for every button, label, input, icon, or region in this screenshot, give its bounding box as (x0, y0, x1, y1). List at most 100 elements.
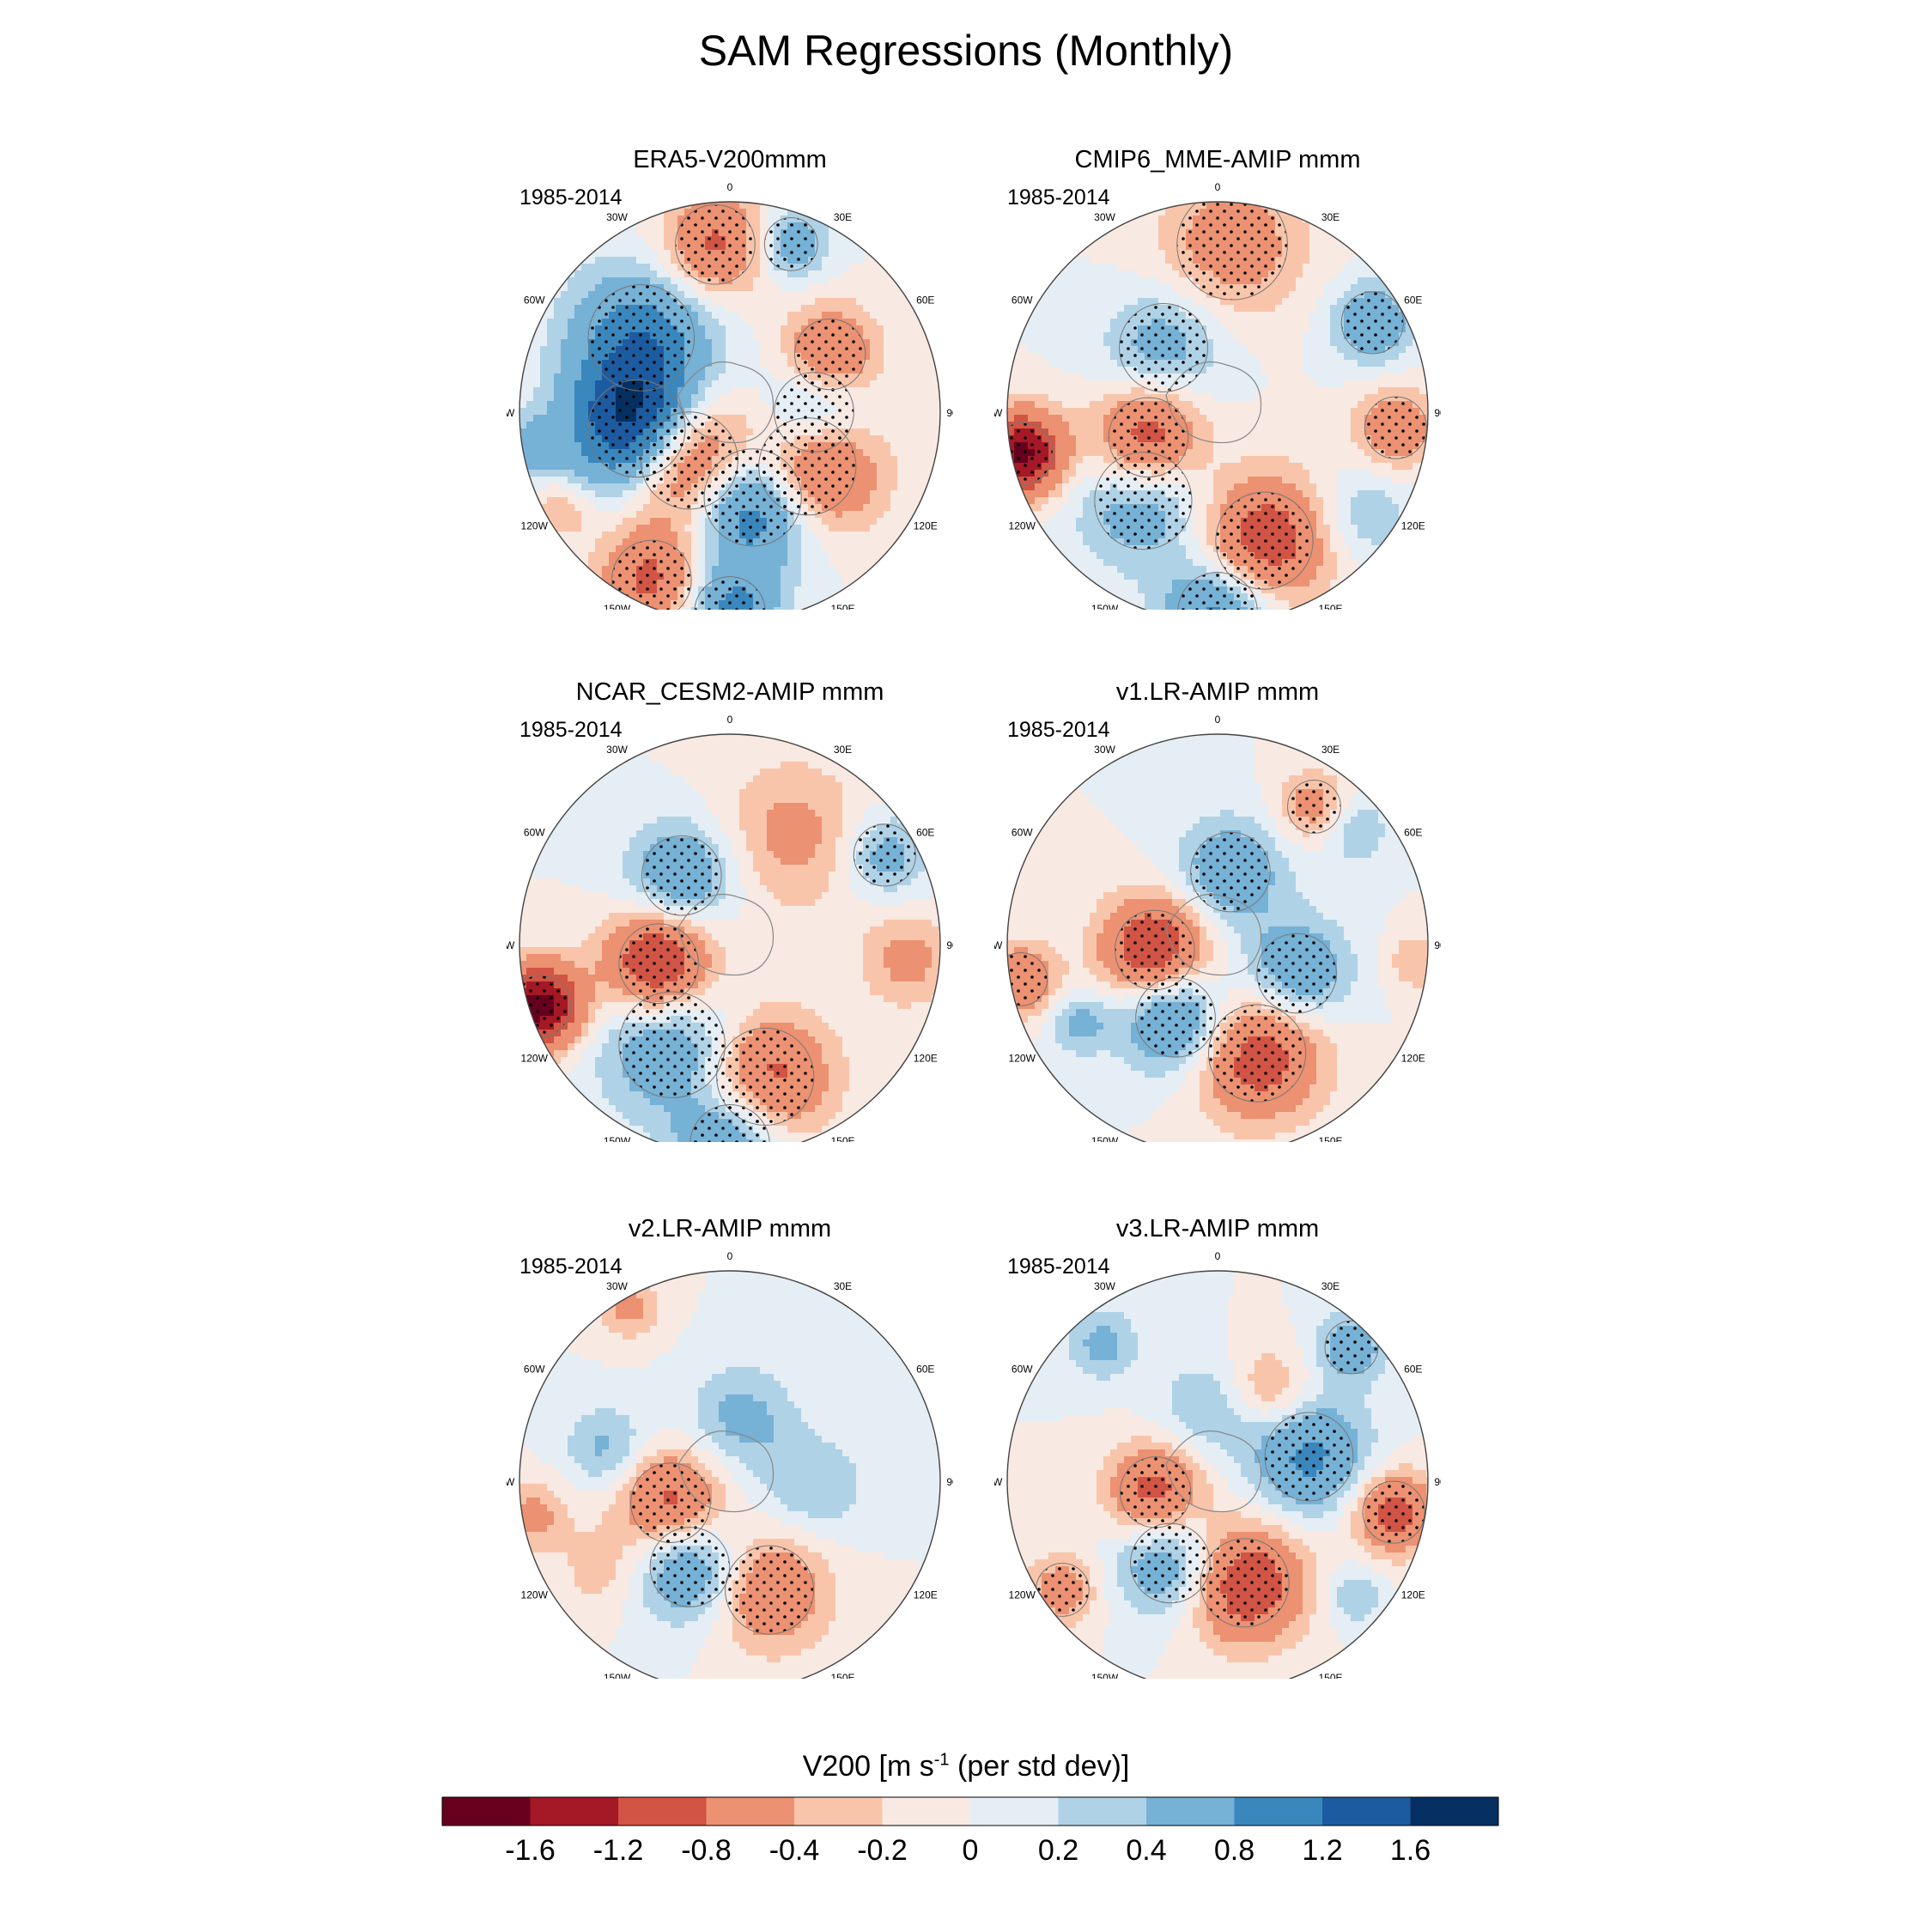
field-cell (1097, 394, 1104, 402)
field-cell (526, 415, 534, 422)
field-cell (1076, 422, 1084, 429)
field-cell (574, 346, 582, 354)
field-cell (547, 456, 555, 464)
field-cell (712, 401, 720, 409)
field-cell (870, 456, 878, 464)
field-cell (588, 387, 596, 395)
field-cell (1309, 332, 1317, 340)
field-cell (1090, 360, 1097, 368)
field-cell (890, 532, 898, 539)
field-cell (884, 490, 891, 498)
field-cell (1296, 305, 1303, 313)
field-cell (561, 456, 568, 464)
field-cell (671, 270, 678, 278)
field-cell (1028, 325, 1036, 333)
field-cell (629, 518, 637, 526)
field-cell (884, 277, 891, 285)
field-cell (1097, 401, 1104, 409)
field-cell (925, 346, 933, 354)
field-cell (588, 277, 596, 285)
field-cell (1117, 319, 1125, 326)
field-cell (911, 408, 919, 416)
field-cell (753, 209, 761, 216)
field-cell (1399, 346, 1406, 354)
field-cell (1351, 394, 1358, 402)
field-cell (698, 511, 706, 519)
field-cell (1406, 312, 1413, 319)
field-cell (1007, 380, 1015, 388)
field-cell (664, 229, 671, 237)
field-cell (1289, 435, 1297, 443)
field-cell (1282, 264, 1290, 271)
field-cell (890, 490, 898, 498)
field-cell (1261, 380, 1269, 388)
field-cell (1323, 332, 1331, 340)
field-cell (1097, 367, 1104, 374)
field-cell (561, 422, 568, 429)
field-cell (1213, 415, 1221, 422)
field-cell (1103, 250, 1111, 258)
field-cell (609, 518, 617, 526)
field-cell (1248, 360, 1255, 368)
figure-title: SAM Regressions (Monthly) (698, 27, 1234, 75)
field-cell (1103, 284, 1111, 292)
field-cell (1227, 422, 1235, 429)
field-cell (925, 456, 933, 464)
field-cell (533, 477, 541, 484)
field-cell (1158, 298, 1166, 306)
field-cell (877, 477, 884, 484)
field-cell (691, 518, 699, 526)
field-cell (1110, 408, 1118, 416)
field-cell (1289, 428, 1297, 436)
field-cell (671, 209, 678, 216)
field-cell (581, 298, 589, 306)
field-cell (616, 243, 623, 251)
field-cell (753, 559, 761, 567)
field-cell (581, 415, 589, 422)
field-cell (1090, 415, 1097, 422)
field-cell (1062, 339, 1070, 347)
field-cell (897, 312, 905, 319)
field-cell (636, 511, 644, 519)
field-cell (1206, 312, 1214, 319)
field-cell (1055, 284, 1063, 292)
field-cell (684, 559, 692, 567)
field-cell (1138, 229, 1145, 237)
field-cell (561, 305, 568, 313)
field-cell (1124, 305, 1132, 313)
field-cell (1103, 236, 1111, 244)
field-cell (918, 353, 926, 361)
field-cell (726, 325, 733, 333)
field-cell (574, 415, 582, 422)
field-cell (616, 497, 623, 505)
field-cell (794, 573, 802, 580)
field-cell (595, 538, 603, 546)
field-cell (1282, 415, 1290, 422)
field-cell (1241, 325, 1249, 333)
field-cell (1426, 380, 1428, 388)
field-cell (561, 319, 568, 326)
field-cell (1097, 284, 1104, 292)
field-cell (698, 360, 706, 368)
field-cell (1097, 264, 1104, 271)
field-cell (1220, 305, 1228, 313)
field-cell (808, 586, 816, 594)
field-cell (671, 257, 678, 264)
field-cell (547, 346, 555, 354)
field-cell (801, 264, 809, 271)
field-cell (1261, 387, 1269, 395)
field-cell (1241, 394, 1249, 402)
field-cell (1055, 380, 1063, 388)
field-cell (1227, 428, 1235, 436)
field-cell (1145, 257, 1152, 264)
field-cell (932, 477, 939, 484)
lon-label: 150W (604, 603, 631, 610)
field-cell (1385, 353, 1393, 361)
field-cell (684, 298, 692, 306)
field-cell (1413, 360, 1420, 368)
field-cell (801, 518, 809, 526)
field-cell (808, 545, 816, 553)
field-cell (664, 504, 671, 512)
field-cell (602, 264, 610, 271)
field-cell (739, 277, 747, 285)
